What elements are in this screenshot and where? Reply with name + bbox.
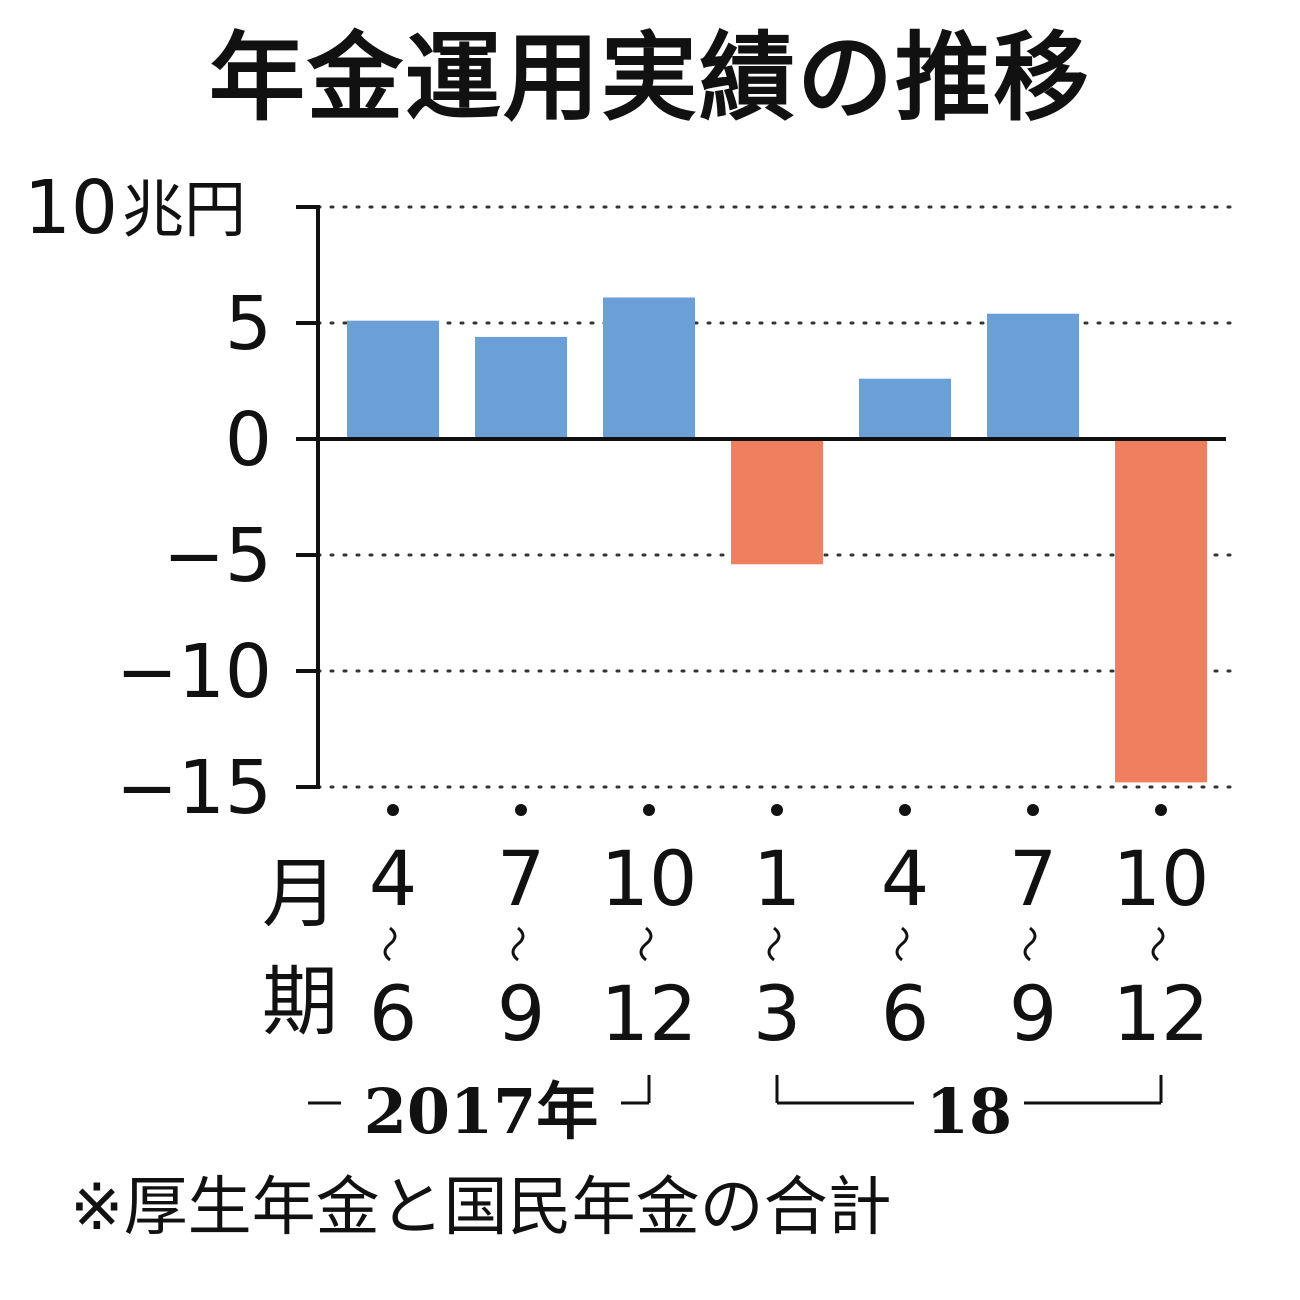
bar: [987, 313, 1079, 439]
bar: [731, 439, 823, 565]
y-tick-label: 0: [225, 397, 272, 483]
y-tick-label: −15: [116, 745, 272, 831]
bar: [603, 297, 695, 439]
bar: [475, 336, 567, 439]
y-tick-label: 10: [24, 165, 118, 251]
axes: [296, 205, 1226, 789]
bar: [347, 320, 439, 439]
category-dot: [1155, 804, 1167, 816]
category-start: 10: [601, 834, 698, 923]
category-end: 6: [369, 969, 417, 1058]
category-dot: [1027, 804, 1039, 816]
category-dot: [899, 804, 911, 816]
category-end: 12: [601, 969, 698, 1058]
y-tick-label: −5: [163, 513, 272, 599]
category-end: 9: [497, 969, 545, 1058]
category-dot: [643, 804, 655, 816]
range-tilde: [1023, 926, 1037, 962]
category-start: 7: [497, 834, 545, 923]
y-tick-label: −10: [116, 629, 272, 715]
range-tilde: [383, 926, 397, 962]
category-end: 9: [1009, 969, 1057, 1058]
range-tilde: [767, 926, 781, 962]
year-label: 18: [926, 1075, 1012, 1148]
category-end: 6: [881, 969, 929, 1058]
y-unit-label: 兆円: [122, 173, 246, 246]
category-start: 4: [369, 834, 417, 923]
range-tilde: [639, 926, 653, 962]
category-start: 4: [881, 834, 929, 923]
footnote: ※厚生年金と国民年金の合計: [70, 1171, 892, 1245]
bar: [1115, 439, 1207, 783]
bar: [859, 378, 951, 439]
category-dot: [387, 804, 399, 816]
category-dot: [515, 804, 527, 816]
category-start: 10: [1113, 834, 1210, 923]
gridlines: [316, 205, 1240, 789]
chart-title: 年金運用実績の推移: [209, 22, 1091, 134]
category-start: 1: [753, 834, 801, 923]
category-start: 7: [1009, 834, 1057, 923]
year-brackets: 2017年 18: [308, 1075, 1163, 1148]
year-label: 2017年: [364, 1075, 599, 1148]
range-tilde: [895, 926, 909, 962]
category-dot: [771, 804, 783, 816]
range-tilde: [511, 926, 525, 962]
x-axis-title-char: 期: [262, 957, 338, 1046]
range-tilde: [1151, 926, 1165, 962]
x-axis-title-char: 月: [262, 849, 338, 938]
y-tick-labels: 10 兆円 5 0 −5 −10 −15: [24, 165, 272, 831]
category-end: 12: [1113, 969, 1210, 1058]
category-end: 3: [753, 969, 801, 1058]
y-tick-label: 5: [225, 281, 272, 367]
bars: [347, 297, 1207, 783]
